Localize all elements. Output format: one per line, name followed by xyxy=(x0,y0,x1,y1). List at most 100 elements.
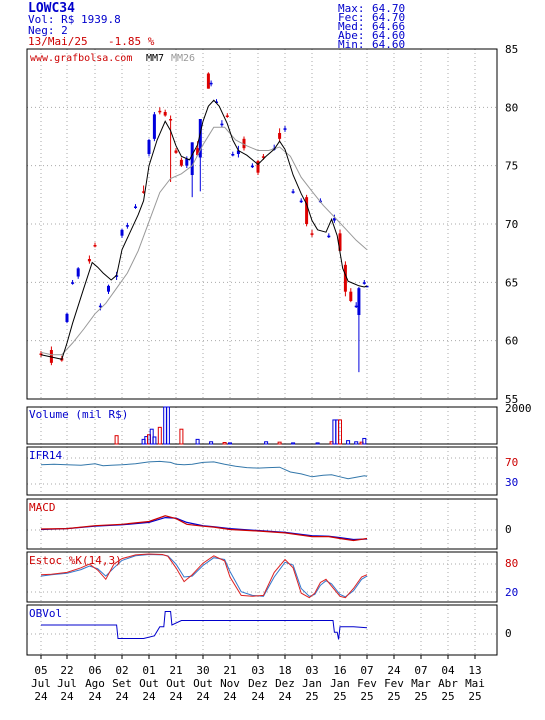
x-label-day: 03 xyxy=(305,664,318,677)
volume-tick: 2000 xyxy=(505,402,532,415)
candle-down xyxy=(343,264,347,292)
candle-down xyxy=(261,156,265,158)
candle-down xyxy=(196,148,200,156)
x-label-day: 24 xyxy=(387,664,401,677)
volume-bar xyxy=(338,419,342,445)
x-label-day: 01 xyxy=(142,664,155,677)
candle-up xyxy=(250,165,254,168)
macd-panel-frame xyxy=(26,498,498,550)
candle-up xyxy=(220,123,224,126)
header-trades: Neg: 2 xyxy=(28,24,68,37)
candle-down xyxy=(158,110,162,113)
x-label-month: Abr xyxy=(438,677,458,690)
candle-up xyxy=(134,206,137,208)
x-label-day: 30 xyxy=(196,664,209,677)
x-label-day: 13 xyxy=(468,664,481,677)
candle-up xyxy=(98,305,102,308)
price-tick-label: 80 xyxy=(505,101,518,114)
x-label-year: 25 xyxy=(414,690,427,703)
stat-label-min: Min: xyxy=(338,38,365,51)
stoch-tick-20: 20 xyxy=(505,586,519,599)
candle-up xyxy=(357,288,361,315)
candle-up xyxy=(332,218,336,221)
candle-up xyxy=(215,101,218,103)
candle-down xyxy=(87,259,91,262)
volume-bar xyxy=(264,441,269,445)
candle-up xyxy=(115,275,119,277)
x-label-year: 25 xyxy=(305,690,318,703)
obv-title: OBVol xyxy=(29,607,63,620)
x-label-year: 24 xyxy=(169,690,183,703)
volume-bar xyxy=(291,442,296,445)
x-label-day: 21 xyxy=(169,664,182,677)
ifr-tick-70: 70 xyxy=(505,456,519,469)
x-label-day: 16 xyxy=(333,664,346,677)
candle-up xyxy=(125,225,129,227)
candle-up xyxy=(365,285,369,288)
stoch-title: Estoc %K(14,3) xyxy=(29,554,122,567)
x-label-year: 25 xyxy=(468,690,481,703)
x-label-month: Nov xyxy=(220,677,240,690)
x-label-year: 24 xyxy=(251,690,265,703)
stoch-panel-frame xyxy=(26,551,498,603)
price-tick-label: 75 xyxy=(505,160,518,173)
stat-value-avg: 64.66 xyxy=(372,20,406,33)
x-label-month: Out xyxy=(193,677,213,690)
obv-tick-0: 0 xyxy=(505,627,512,640)
candle-down xyxy=(225,115,229,117)
stat-value-open: 64.60 xyxy=(372,29,406,42)
x-label-year: 24 xyxy=(88,690,102,703)
mm26-line xyxy=(40,126,368,356)
candle-down xyxy=(310,233,314,235)
price-tick-label: 70 xyxy=(505,218,518,231)
candle-down xyxy=(338,233,342,251)
x-label-month: Dez xyxy=(275,677,295,690)
candle-down xyxy=(349,291,353,301)
candle-down xyxy=(278,133,282,139)
header-date: 13/Mai/25 xyxy=(28,35,88,48)
candle-up xyxy=(107,285,110,292)
x-label-day: 02 xyxy=(115,664,128,677)
candle-up xyxy=(299,200,303,203)
macd-line xyxy=(40,515,368,542)
x-label-day: 18 xyxy=(278,664,291,677)
price-tick-label: 60 xyxy=(505,335,518,348)
candle-down xyxy=(256,161,260,173)
stat-value-close: 64.70 xyxy=(372,11,406,24)
volume-bar xyxy=(179,428,184,445)
x-label-month: Set xyxy=(112,677,132,690)
candle-up xyxy=(327,235,331,238)
candle-down xyxy=(39,353,43,355)
volume-bar xyxy=(114,435,119,445)
candle-down xyxy=(179,159,183,166)
x-label-year: 24 xyxy=(223,690,237,703)
legend-mm7: MM7 xyxy=(146,53,165,64)
x-label-month: Out xyxy=(166,677,186,690)
x-label-year: 24 xyxy=(60,690,74,703)
x-label-day: 21 xyxy=(223,664,236,677)
mm7-line xyxy=(40,99,368,360)
volume-bar xyxy=(165,406,170,445)
x-label-month: Fev xyxy=(384,677,404,690)
candle-up xyxy=(354,305,358,308)
stoch-tick-80: 80 xyxy=(505,557,519,570)
x-label-year: 25 xyxy=(360,690,373,703)
candle-down xyxy=(305,197,309,224)
x-label-day: 05 xyxy=(34,664,47,677)
stat-label-max: Max: xyxy=(338,2,365,15)
stoch-d-line xyxy=(40,553,368,598)
volume-title: Volume (mil R$) xyxy=(29,408,129,421)
candle-up xyxy=(231,154,235,156)
candle-down xyxy=(93,245,97,247)
volume-panel-frame xyxy=(26,406,498,445)
x-label-year: 24 xyxy=(34,690,48,703)
x-label-month: Out xyxy=(139,677,159,690)
x-label-month: Jan xyxy=(302,677,322,690)
stat-label-open: Abe: xyxy=(338,29,365,42)
candle-down xyxy=(206,73,210,89)
x-label-day: 03 xyxy=(251,664,264,677)
x-label-month: Jul xyxy=(57,677,77,690)
stat-value-min: 64.60 xyxy=(372,38,406,51)
price-tick-label: 65 xyxy=(505,276,518,289)
